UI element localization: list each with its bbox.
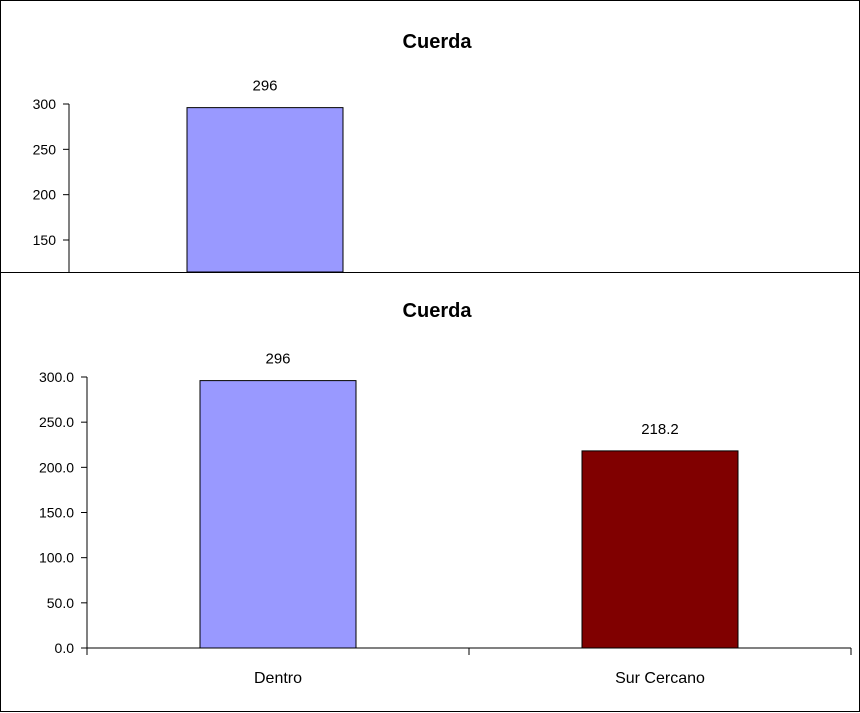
chart-front: Cuerda 0.050.0100.0150.0200.0250.0300.0 …	[0, 272, 860, 712]
chart-front-y-tick-label: 0.0	[55, 640, 75, 656]
chart-front-y-tick-label: 100.0	[39, 550, 74, 566]
chart-front-y-tick-label: 50.0	[47, 595, 74, 611]
chart-front-bar-dentro	[199, 380, 357, 649]
chart-front-category-label: Sur Cercano	[615, 670, 705, 687]
chart-back-data-label: 296	[252, 78, 277, 95]
chart-front-data-label: 296	[265, 351, 290, 368]
chart-back-bar-dentro	[186, 107, 344, 273]
chart-front-y-tick-label: 150.0	[39, 505, 74, 521]
chart-back-title: Cuerda	[403, 31, 473, 53]
chart-front-title: Cuerda	[403, 300, 473, 322]
chart-back-y-tick-label: 200	[33, 187, 57, 203]
chart-back-y-tick-label: 250	[33, 141, 57, 157]
chart-back-y-tick-label: 300	[33, 96, 57, 112]
chart-back-frame	[0, 0, 860, 273]
chart-front-data-label: 218.2	[641, 421, 679, 438]
chart-back-y-tick-label: 150	[33, 232, 57, 248]
chart-front-y-tick-label: 200.0	[39, 459, 74, 475]
chart-back: Cuerda 150 200 250 300 296	[0, 0, 860, 273]
chart-front-y-tick-label: 250.0	[39, 414, 74, 430]
chart-front-y-tick-label: 300.0	[39, 369, 74, 385]
chart-front-category-label: Dentro	[254, 670, 302, 687]
chart-front-bar-sur-cercano	[581, 450, 739, 649]
